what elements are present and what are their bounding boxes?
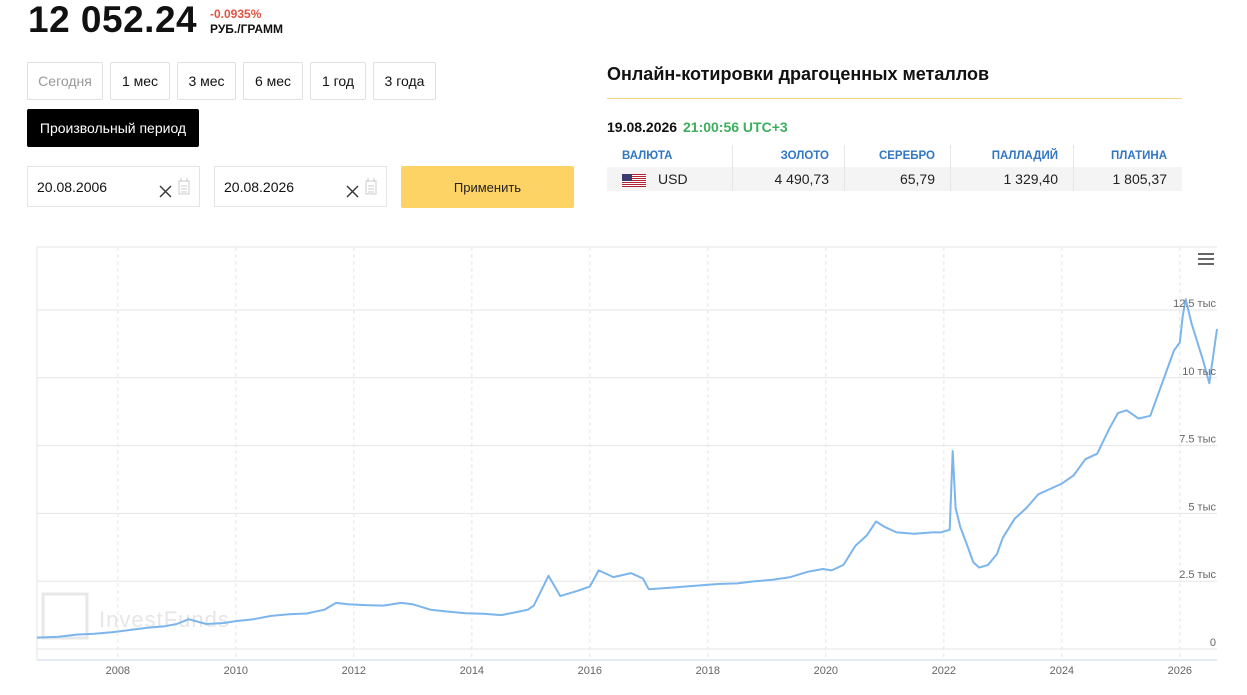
column-header-palladium: ПАЛЛАДИЙ — [950, 145, 1074, 167]
x-tick-label: 2016 — [578, 665, 602, 677]
watermark-text: InvestFunds — [99, 607, 230, 632]
y-tick-label: 10 тыс — [1182, 366, 1216, 378]
date-to-value: 20.08.2026 — [224, 179, 295, 195]
y-tick-label: 0 — [1210, 637, 1216, 649]
period-6-months-button[interactable]: 6 мес — [243, 62, 303, 100]
silver-price-cell: 65,79 — [844, 167, 951, 191]
quotes-date: 19.08.2026 — [607, 119, 678, 135]
chart-menu-icon[interactable] — [1192, 249, 1220, 271]
y-tick-label: 5 тыс — [1188, 501, 1216, 513]
x-tick-label: 2012 — [342, 665, 366, 677]
watermark-logo — [41, 592, 89, 640]
currency-code: USD — [658, 171, 688, 187]
platinum-price-cell: 1 805,37 — [1073, 167, 1182, 191]
clear-icon[interactable] — [346, 185, 359, 198]
x-tick-label: 2008 — [106, 665, 130, 677]
x-tick-label: 2010 — [224, 665, 248, 677]
column-header-currency: ВАЛЮТА — [607, 145, 733, 167]
x-tick-label: 2018 — [696, 665, 720, 677]
x-tick-label: 2024 — [1050, 665, 1074, 677]
period-3-years-button[interactable]: 3 года — [373, 62, 436, 100]
y-tick-label: 7.5 тыс — [1179, 434, 1216, 446]
gold-price-cell: 4 490,73 — [732, 167, 845, 191]
us-flag-icon — [622, 173, 646, 187]
y-tick-label: 12.5 тыс — [1173, 298, 1216, 310]
x-tick-label: 2014 — [460, 665, 484, 677]
column-header-gold: ЗОЛОТО — [732, 145, 845, 167]
gold-price-value: 12 052.24 — [28, 0, 198, 40]
investfunds-watermark: InvestFunds — [41, 592, 230, 640]
table-row: USD 4 490,73 65,79 1 329,40 1 805,37 — [607, 167, 1182, 191]
chart-series — [36, 298, 1218, 639]
y-tick-label: 2.5 тыс — [1179, 569, 1216, 581]
date-to-field[interactable]: 20.08.2026 — [214, 166, 387, 207]
quotes-time: 21:00:56 UTC+3 — [683, 119, 788, 135]
quotes-title: Онлайн-котировки драгоценных металлов — [607, 64, 990, 84]
currency-cell: USD — [607, 167, 733, 191]
price-line — [36, 298, 1218, 639]
date-from-value: 20.08.2006 — [37, 179, 108, 195]
price-unit: РУБ./ГРАММ — [210, 22, 284, 36]
chart-grid — [36, 246, 1217, 661]
palladium-price-cell: 1 329,40 — [950, 167, 1074, 191]
period-1-month-button[interactable]: 1 мес — [110, 62, 170, 100]
calendar-icon[interactable] — [178, 178, 190, 195]
y-axis-labels: 0 2.5 тыс 5 тыс 7.5 тыс 10 тыс 12.5 тыс — [1173, 298, 1216, 649]
x-tick-label: 2022 — [932, 665, 956, 677]
x-axis-labels: 2008 2010 2012 2014 2016 2018 2020 2022 2024 2026 — [106, 665, 1192, 677]
x-tick-label: 2026 — [1168, 665, 1192, 677]
price-change-percent: -0.0935% — [210, 7, 262, 21]
date-from-field[interactable]: 20.08.2006 — [27, 166, 200, 207]
column-header-silver: СЕРЕБРО — [844, 145, 951, 167]
calendar-icon[interactable] — [365, 178, 377, 195]
clear-icon[interactable] — [159, 185, 172, 198]
period-3-months-button[interactable]: 3 мес — [177, 62, 236, 100]
period-1-year-button[interactable]: 1 год — [310, 62, 366, 100]
column-header-platinum: ПЛАТИНА — [1111, 150, 1167, 162]
divider — [607, 98, 1182, 99]
x-tick-label: 2020 — [814, 665, 838, 677]
apply-button[interactable]: Применить — [401, 166, 574, 208]
period-today-button[interactable]: Сегодня — [27, 62, 103, 100]
gold-price-chart[interactable]: InvestFunds 0 2.5 тыс 5 тыс 7.5 тыс 10 тыс 12… — [0, 232, 1247, 695]
custom-period-button[interactable]: Произвольный период — [27, 109, 199, 147]
table-header-row: ВАЛЮТА ЗОЛОТО СЕРЕБРО ПАЛЛАДИЙ ПЛАТИНА — [607, 145, 1182, 167]
quotes-table: ВАЛЮТА ЗОЛОТО СЕРЕБРО ПАЛЛАДИЙ ПЛАТИНА — [607, 145, 1182, 191]
